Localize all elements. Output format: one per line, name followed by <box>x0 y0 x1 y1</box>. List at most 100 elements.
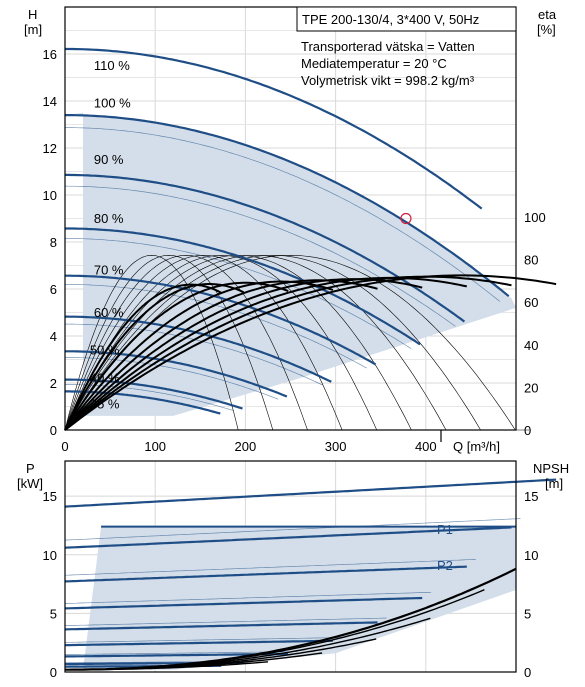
power-plot-frame <box>64 460 517 673</box>
head-operating-area <box>65 112 516 416</box>
speed-label: 60 % <box>94 305 124 320</box>
head-tick: 14 <box>43 94 57 109</box>
eta-tick: 80 <box>524 253 538 268</box>
power-curve-80 <box>64 596 423 610</box>
eff-curve-thin <box>64 254 351 431</box>
power-curve-110 <box>64 478 557 508</box>
speed-label: 100 % <box>94 96 131 111</box>
power-curve-90 <box>64 565 467 583</box>
eff-curve-thin <box>64 254 423 431</box>
eff-curve <box>64 275 512 431</box>
power-curve-100 <box>64 526 512 549</box>
npsh-axis-unit: [m] <box>545 476 563 491</box>
speed-label: 80 % <box>94 211 124 226</box>
eta-tick: 0 <box>524 423 531 438</box>
head-curve-70 <box>65 274 377 366</box>
power-tick-labels: 0 5 10 15 <box>43 489 57 680</box>
eff-curve <box>64 283 222 431</box>
npsh-tick: 10 <box>524 548 538 563</box>
eff-curve-thin <box>64 254 315 431</box>
flow-tick: 0 <box>61 439 68 454</box>
info-title: TPE 200-130/4, 3*400 V, 50Hz <box>302 12 479 27</box>
power-curve-thin <box>64 617 387 626</box>
eff-curve <box>64 274 557 431</box>
power-curve-thin <box>64 559 476 576</box>
eff-curve <box>64 280 334 431</box>
head-axis-unit: [m] <box>24 22 42 37</box>
info-title-box <box>296 6 517 32</box>
power-curve-70 <box>64 621 378 631</box>
flow-tick: 300 <box>325 439 347 454</box>
power-tick: 0 <box>50 665 57 680</box>
eta-tick: 100 <box>524 210 546 225</box>
eff-curve <box>64 278 423 431</box>
speed-label: 35 % <box>90 397 120 412</box>
eta-tick: 60 <box>524 295 538 310</box>
head-tick: 4 <box>50 329 57 344</box>
power-curve-thin <box>64 637 342 643</box>
head-tick: 6 <box>50 282 57 297</box>
info-line-temperature: Mediatemperatur = 20 °C <box>301 56 447 71</box>
head-curve-40 <box>65 378 243 410</box>
eff-curve <box>64 281 289 431</box>
head-curve-thin <box>65 384 234 412</box>
eff-curve <box>64 279 378 431</box>
head-axis-title: H <box>28 7 37 22</box>
head-tick: 8 <box>50 235 57 250</box>
thin-efficiency-curves <box>64 254 530 431</box>
head-tick: 10 <box>43 188 57 203</box>
speed-label: 110 % <box>94 58 130 73</box>
head-curve-50 <box>65 350 288 398</box>
eff-curve <box>64 283 245 431</box>
flow-tick: 200 <box>235 439 257 454</box>
flow-axis-title: Q [m³/h] <box>453 439 500 454</box>
head-tick: 2 <box>50 376 57 391</box>
npsh-axis-title: NPSH <box>533 461 569 476</box>
head-curve-thin <box>65 127 501 302</box>
info-line-density: Volymetrisk vikt = 998.2 kg/m³ <box>301 73 475 88</box>
speed-label: 40 % <box>90 371 120 386</box>
efficiency-curves <box>64 274 557 431</box>
head-tick: 0 <box>50 423 57 438</box>
npsh-tick-labels: 0 5 10 15 <box>524 489 538 680</box>
eff-curve-thin <box>64 254 458 431</box>
power-tick: 5 <box>50 606 57 621</box>
power-curve-thin <box>64 518 521 541</box>
speed-labels: 110 % 100 % 90 % 80 % 70 % 60 % 50 % 40 % 35 % <box>90 58 131 411</box>
head-tick: 12 <box>43 141 57 156</box>
power-curve-60 <box>64 639 333 647</box>
duty-point-marker <box>400 212 412 225</box>
flow-tick-labels: 0 100 200 300 400 <box>61 439 436 454</box>
head-curve-100 <box>65 114 510 298</box>
thin-power-curves <box>64 518 521 664</box>
npsh-tick: 15 <box>524 489 538 504</box>
eta-tick: 20 <box>524 380 538 395</box>
head-tick: 16 <box>43 47 57 62</box>
head-curve-80 <box>65 227 421 346</box>
head-plot-frame <box>64 6 517 431</box>
power-curve-thin <box>65 651 298 655</box>
flow-tick: 100 <box>144 439 166 454</box>
eff-curve-thin <box>64 254 244 431</box>
power-axis-title: P <box>26 461 35 476</box>
power-tick: 15 <box>43 489 57 504</box>
head-curve-60 <box>65 315 332 383</box>
eta-tick: 40 <box>524 338 538 353</box>
head-curve-110 <box>65 47 483 210</box>
npsh-tick: 0 <box>524 665 531 680</box>
eta-axis-unit: [%] <box>537 22 556 37</box>
info-line-liquid: Transporterad vätska = Vatten <box>301 39 475 54</box>
p2-label: P2 <box>437 558 453 573</box>
npsh-curve <box>65 567 517 671</box>
power-curve-thin <box>64 591 432 604</box>
speed-label: 90 % <box>94 152 124 167</box>
speed-label: 50 % <box>90 342 120 357</box>
npsh-tick: 5 <box>524 606 531 621</box>
head-curve-thin <box>64 185 456 327</box>
p1-label: P1 <box>437 522 453 537</box>
speed-label: 70 % <box>94 263 124 278</box>
eta-axis-title: eta <box>538 7 557 22</box>
eff-curve-thin <box>64 254 387 431</box>
eff-curve <box>64 276 467 431</box>
